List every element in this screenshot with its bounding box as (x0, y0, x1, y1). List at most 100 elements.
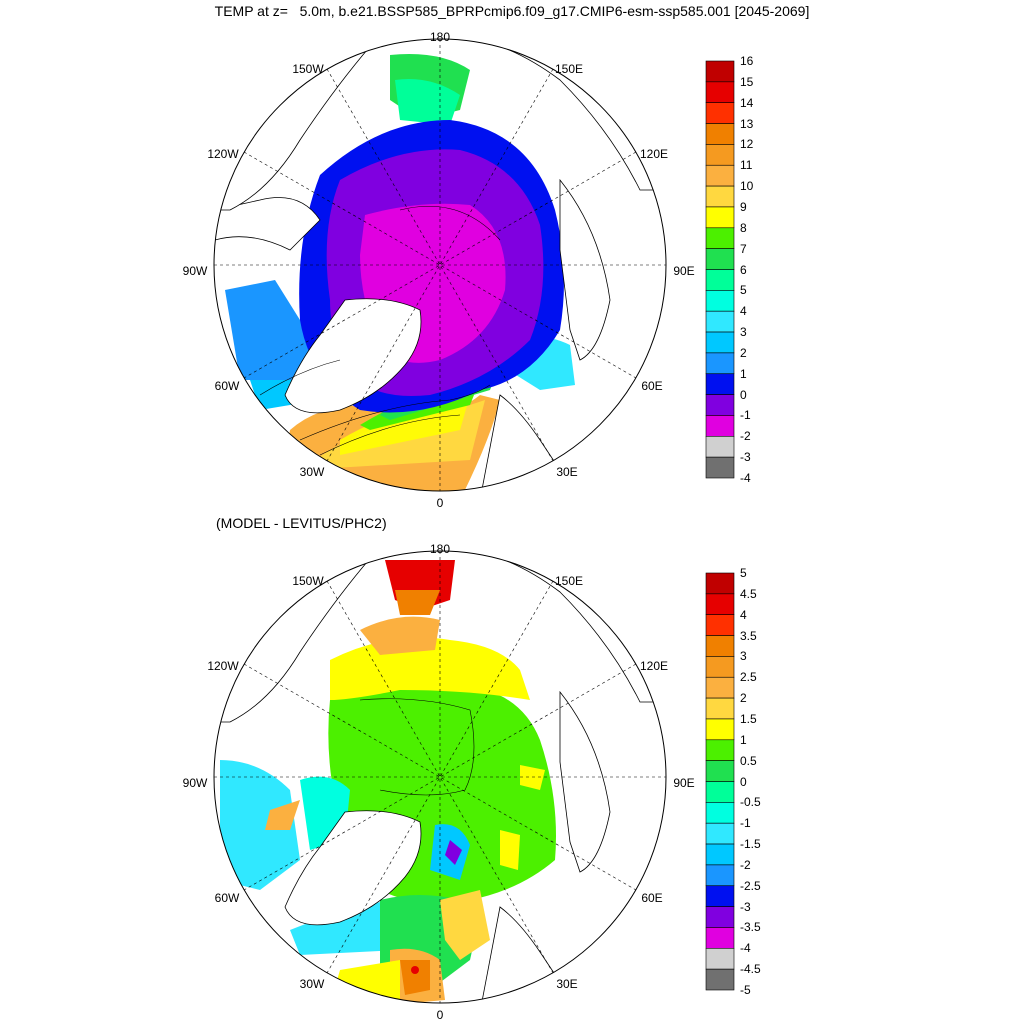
bottom-colorbar-tick-label: -4 (740, 941, 751, 956)
top-colorbar-tick-label: 13 (740, 116, 754, 131)
bottom-colorbar-swatch (705, 572, 735, 595)
bottom-colorbar (705, 572, 735, 991)
bottom-colorbar-tick-label: -2.5 (740, 878, 761, 893)
lon-label-60e: 60E (641, 891, 663, 905)
lon-label-30e: 30E (556, 977, 578, 991)
top-greenland (284, 298, 422, 414)
bottom-colorbar-tick-label: -1.5 (740, 837, 761, 852)
lon-label-60w: 60W (214, 379, 240, 393)
lon-label-90e: 90E (673, 264, 695, 278)
top-colorbar-tick-label: -1 (740, 408, 751, 423)
bottom-colorbar-tick-label: -1 (740, 816, 751, 831)
lon-label-180: 180 (429, 30, 451, 44)
top-colorbar (705, 60, 735, 479)
top-colorbar-swatch (705, 352, 735, 375)
bottom-colorbar-swatch (705, 614, 735, 636)
top-colorbar-swatch (705, 227, 735, 249)
lon-label-150e: 150E (554, 574, 584, 588)
lon-label-0: 0 (436, 496, 444, 510)
top-colorbar-tick-label: 7 (740, 241, 747, 256)
top-map-boundary (213, 38, 667, 492)
bottom-colorbar-swatch (705, 718, 735, 741)
bottom-colorbar-swatch (705, 864, 735, 887)
lon-label-90e: 90E (673, 776, 695, 790)
figure-title: TEMP at z= 5.0m, b.e21.BSSP585_BPRPcmip6… (214, 3, 810, 19)
lon-label-60e: 60E (641, 379, 663, 393)
top-colorbar-swatch (705, 248, 735, 270)
bottom-colorbar-tick-label: -3 (740, 899, 751, 914)
lon-label-120e: 120E (639, 659, 669, 673)
bottom-colorbar-swatch (705, 802, 735, 824)
lon-label-150e: 150E (554, 62, 584, 76)
top-colorbar-tick-label: 3 (740, 325, 747, 340)
bottom-colorbar-tick-label: -0.5 (740, 795, 761, 810)
bottom-colorbar-tick-label: 5 (740, 566, 747, 580)
top-colorbar-tick-label: 16 (740, 54, 754, 68)
lon-label-60w: 60W (214, 891, 240, 905)
bottom-colorbar-tick-label: 1.5 (740, 711, 757, 726)
bottom-colorbar-swatch (705, 822, 735, 845)
top-colorbar-swatch (705, 310, 735, 333)
top-colorbar-tick-label: 10 (740, 179, 754, 194)
top-colorbar-tick-label: 11 (740, 158, 753, 173)
top-colorbar-tick-label: 5 (740, 283, 747, 298)
bottom-colorbar-swatch (705, 843, 735, 866)
lon-label-150w: 150W (292, 574, 324, 588)
bottom-colorbar-swatch (705, 906, 735, 928)
top-colorbar-tick-label: -4 (740, 471, 751, 485)
lon-label-180: 180 (429, 542, 451, 556)
top-colorbar-tick-label: 12 (740, 137, 754, 152)
top-colorbar-swatch (705, 81, 735, 103)
bottom-map-boundary (213, 550, 667, 1004)
bottom-colorbar-swatch (705, 635, 735, 657)
bottom-colorbar-swatch (705, 760, 735, 782)
bottom-colorbar-swatch (705, 885, 735, 907)
top-colorbar-tick-label: -3 (740, 450, 751, 465)
bottom-colorbar-swatch (705, 593, 735, 615)
bottom-colorbar-tick-label: -2 (740, 857, 751, 872)
top-colorbar-tick-label: 6 (740, 262, 747, 277)
top-colorbar-tick-label: 1 (740, 366, 747, 381)
top-colorbar-tick-label: 4 (740, 304, 747, 319)
top-colorbar-tick-label: -2 (740, 429, 751, 444)
bottom-colorbar-tick-label: 4 (740, 607, 747, 622)
top-colorbar-tick-label: 8 (740, 220, 747, 235)
top-colorbar-tick-label: 0 (740, 387, 747, 402)
top-colorbar-swatch (705, 269, 735, 291)
bottom-colorbar-tick-label: -3.5 (740, 920, 761, 935)
bottom-colorbar-tick-label: -5 (740, 983, 751, 997)
bottom-colorbar-tick-label: 2 (740, 691, 747, 706)
top-colorbar-swatch (705, 415, 735, 437)
bottom-colorbar-swatch (705, 781, 735, 803)
top-colorbar-swatch (705, 60, 735, 83)
top-colorbar-swatch (705, 394, 735, 416)
bottom-colorbar-tick-label: 1 (740, 732, 747, 747)
bottom-colorbar-tick-label: 3 (740, 649, 747, 664)
top-colorbar-tick-label: 9 (740, 199, 747, 214)
bottom-colorbar-swatch (705, 739, 735, 761)
lon-label-0: 0 (436, 1008, 444, 1022)
top-colorbar-swatch (705, 373, 735, 395)
top-colorbar-swatch (705, 435, 735, 458)
bottom-colorbar-tick-label: 0.5 (740, 753, 757, 768)
bottom-colorbar-tick-label: 4.5 (740, 586, 757, 601)
top-colorbar-swatch (705, 185, 735, 208)
lon-label-90w: 90W (182, 776, 208, 790)
lon-label-150w: 150W (292, 62, 324, 76)
lon-label-30e: 30E (556, 465, 578, 479)
bottom-colorbar-swatch (705, 947, 735, 970)
top-colorbar-swatch (705, 290, 735, 312)
lon-label-30w: 30W (299, 465, 325, 479)
bottom-colorbar-swatch (705, 676, 735, 699)
bottom-colorbar-tick-label: 0 (740, 774, 747, 789)
lon-label-90w: 90W (182, 264, 208, 278)
top-colorbar-swatch (705, 102, 735, 124)
bottom-colorbar-swatch (705, 656, 735, 678)
difference-subtitle: (MODEL - LEVITUS/PHC2) (216, 515, 387, 531)
top-colorbar-tick-label: 2 (740, 345, 747, 360)
bottom-colorbar-tick-label: 3.5 (740, 628, 757, 643)
top-colorbar-tick-label: 15 (740, 74, 754, 89)
top-colorbar-swatch (705, 164, 735, 187)
top-colorbar-swatch (705, 331, 735, 354)
